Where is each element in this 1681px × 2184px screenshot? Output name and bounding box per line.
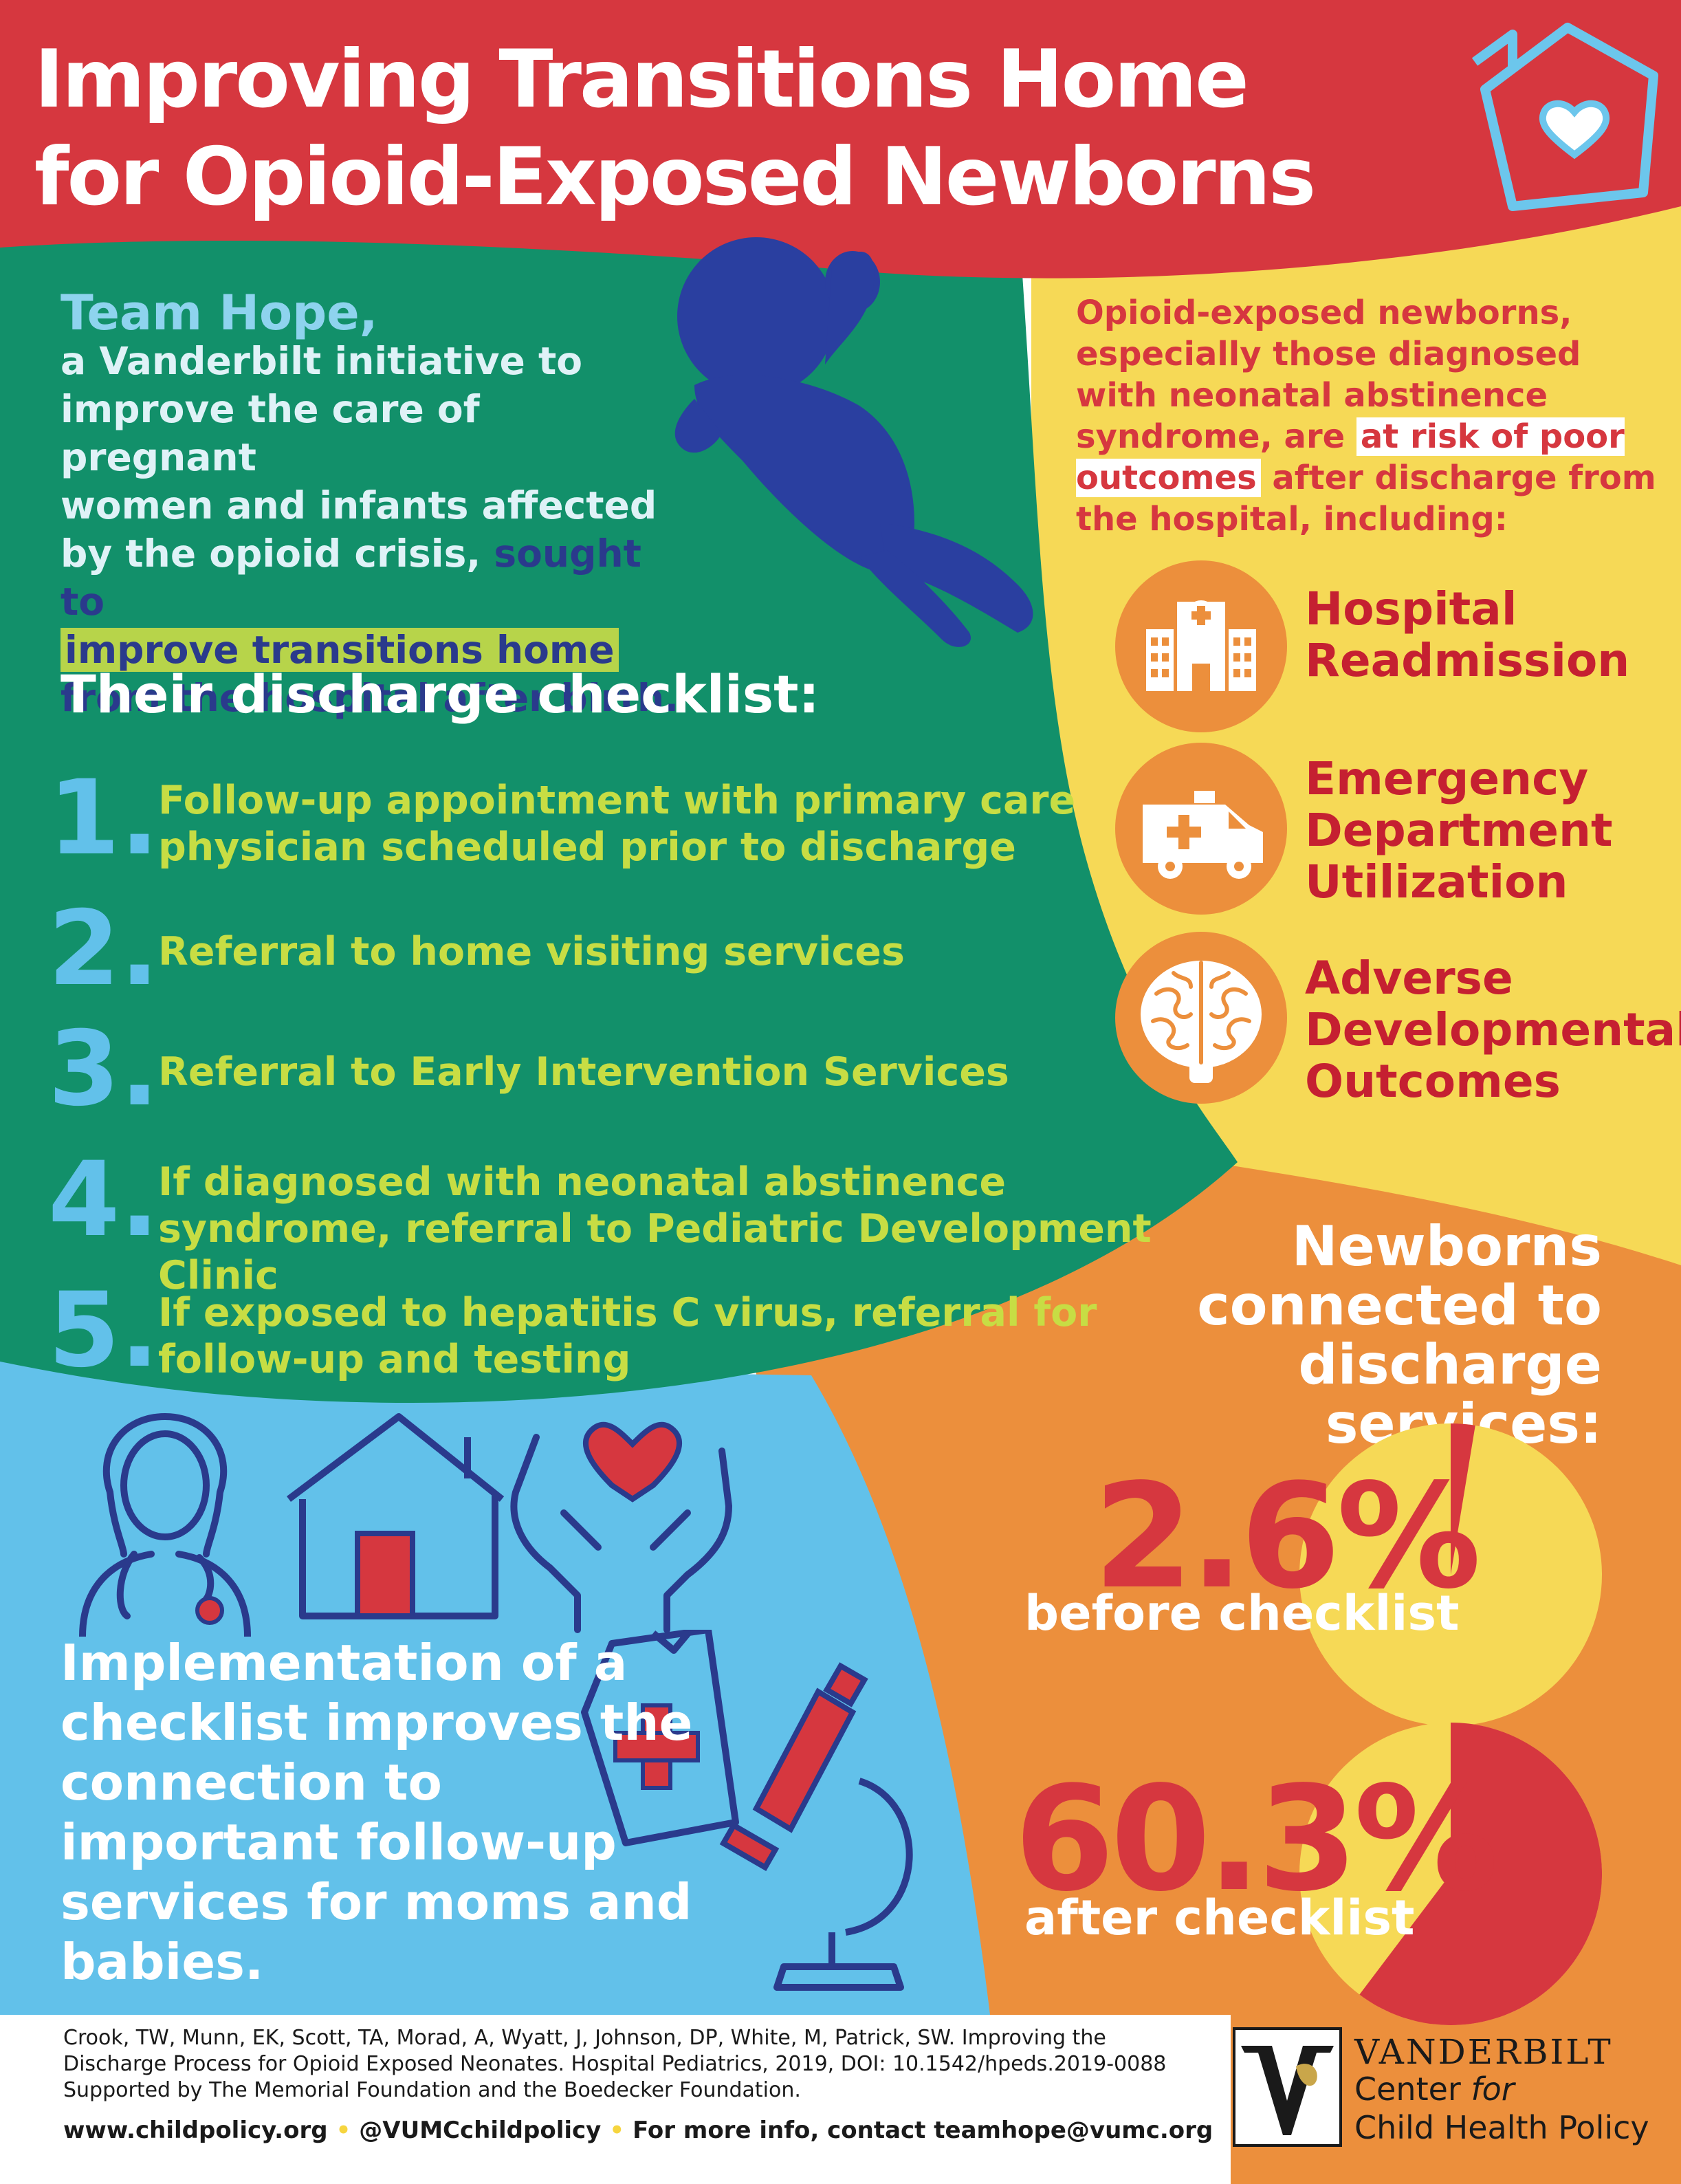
website-link[interactable]: www.childpolicy.org [63, 2117, 328, 2144]
bullet-separator: • [609, 2117, 625, 2144]
baby-silhouette-icon [674, 237, 1033, 647]
footer-links: www.childpolicy.org • @VUMCchildpolicy • For… [63, 2117, 1213, 2144]
center-name: Center for Child Health Policy [1354, 2071, 1649, 2146]
checklist-number: 1. [48, 758, 160, 878]
checklist-item: Referral to Early Intervention Services [158, 1049, 1009, 1095]
before-stat-value: 2.6% [1093, 1452, 1481, 1621]
checklist-item: If exposed to hepatitis C virus, referra… [158, 1290, 1097, 1382]
intro-highlight-marked: improve transitions home [61, 628, 619, 672]
ambulance-icon [1115, 743, 1287, 915]
house-heart-icon [1471, 23, 1658, 211]
before-stat-label: before checklist [1024, 1585, 1460, 1641]
implementation-statement: Implementation of a checklist improves t… [61, 1634, 693, 1991]
checklist-number: 2. [48, 889, 160, 1009]
checklist-number: 4. [48, 1140, 160, 1260]
page-title-line2: for Opioid-Exposed Newborns [34, 131, 1316, 223]
page-title-line1: Improving Transitions Home [34, 33, 1249, 126]
risk-intro: Opioid-exposed newborns, especially thos… [1076, 294, 1656, 538]
intro-line: women and infants affected [61, 483, 657, 527]
outcome-adverse-developmental: Adverse Developmental Outcomes [1305, 952, 1681, 1108]
intro-line: by the opioid crisis, sought to [61, 532, 641, 624]
checklist-number: 5. [48, 1271, 160, 1390]
intro-highlight: sought to [61, 532, 641, 624]
vanderbilt-v-logo [1233, 2027, 1342, 2147]
checklist-heading: Their discharge checklist: [61, 664, 820, 725]
before-pie-chart [1299, 1423, 1602, 1726]
green-region [0, 206, 1238, 1403]
outcome-emergency-department: Emergency Department Utilization [1305, 752, 1613, 908]
checklist-number: 3. [48, 1009, 160, 1129]
team-hope-heading: Team Hope, [61, 285, 378, 341]
after-stat-label: after checklist [1024, 1890, 1415, 1946]
outcome-hospital-readmission: Hospital Readmission [1305, 582, 1630, 687]
contact-email-link[interactable]: For more info, contact teamhope@vumc.org [633, 2117, 1213, 2144]
hospital-icon [1115, 560, 1287, 732]
checklist-item: Follow-up appointment with primary care … [158, 778, 1076, 870]
after-pie-slice [1359, 1723, 1603, 2025]
medical-chart-microscope-icon [581, 1630, 913, 1991]
bullet-separator: • [336, 2117, 351, 2144]
checklist-item: Referral to home visiting services [158, 929, 905, 974]
after-stat-value: 60.3% [1014, 1755, 1499, 1923]
citation: Crook, TW, Munn, EK, Scott, TA, Morad, A… [63, 2026, 1167, 2102]
intro-line: improve the care of pregnant [61, 387, 480, 479]
footer-band [0, 2015, 1231, 2184]
intro-highlight-end: from the hospital after birth. [61, 676, 679, 720]
header-banner [0, 0, 1681, 279]
brain-icon [1115, 932, 1287, 1104]
social-link[interactable]: @VUMCchildpolicy [359, 2117, 602, 2144]
intro-paragraph: Team Hope, a Vanderbilt initiative to im… [61, 289, 679, 722]
stats-heading: Newborns connected to discharge services… [1197, 1214, 1602, 1456]
care-icons-row [79, 1413, 732, 1637]
intro-line: improve transitions home [61, 626, 679, 674]
vanderbilt-wordmark: VANDERBILT [1354, 2032, 1613, 2072]
before-pie-slice [1451, 1423, 1475, 1575]
checklist-item: If diagnosed with neonatal abstinence sy… [158, 1159, 1152, 1298]
after-pie-chart [1299, 1723, 1603, 2025]
intro-line: a Vanderbilt initiative to [61, 339, 583, 383]
